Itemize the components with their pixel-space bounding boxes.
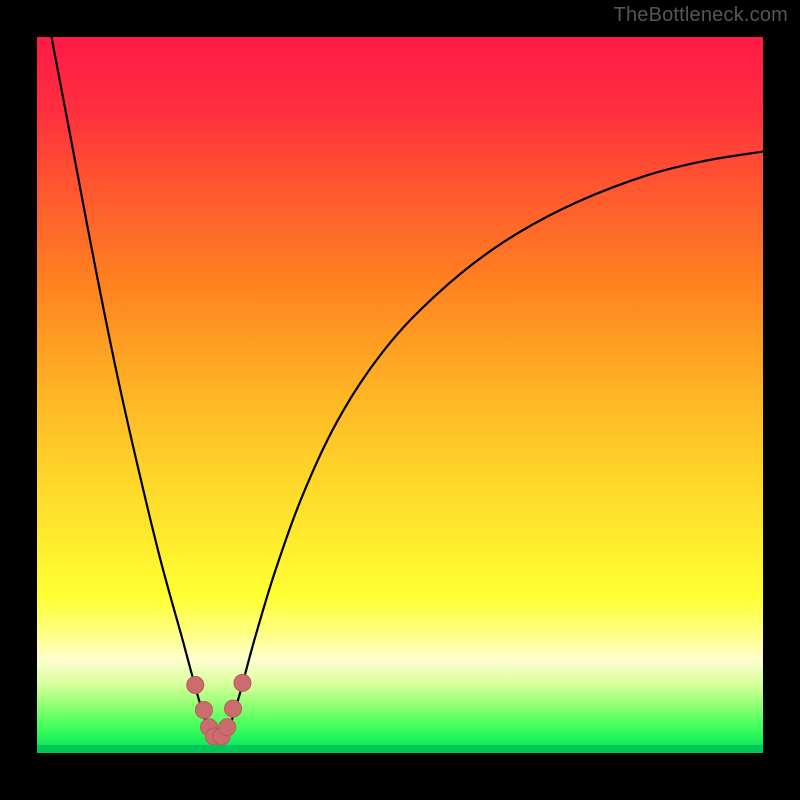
chart-svg — [37, 37, 763, 753]
attribution-text: TheBottleneck.com — [614, 4, 788, 27]
baseline-strip — [37, 745, 763, 753]
marker-point — [219, 719, 236, 736]
plot-area — [37, 37, 763, 753]
curve-left-branch — [52, 37, 208, 728]
curve-right-branch — [229, 152, 763, 728]
marker-group — [187, 674, 251, 745]
marker-point — [195, 702, 212, 719]
marker-point — [225, 700, 242, 717]
marker-point — [187, 676, 204, 693]
marker-point — [234, 674, 251, 691]
